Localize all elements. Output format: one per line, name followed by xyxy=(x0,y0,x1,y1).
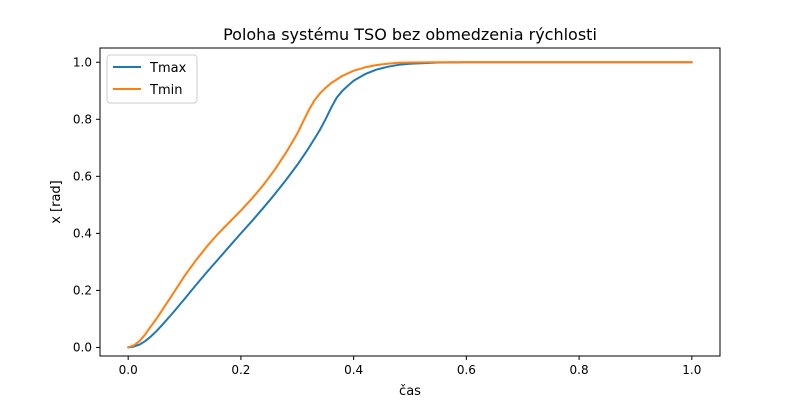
plot-area xyxy=(127,61,693,349)
chart-title: Poloha systému TSO bez obmedzenia rýchlo… xyxy=(223,25,597,44)
x-axis-label: čas xyxy=(399,384,421,399)
x-tick-label: 0.0 xyxy=(119,363,138,377)
y-tick-label: 0.2 xyxy=(73,283,92,297)
legend-label-tmax: Tmax xyxy=(149,61,187,76)
x-tick-label: 1.0 xyxy=(682,363,701,377)
y-tick-label: 0.8 xyxy=(73,112,92,126)
axis-ticks: 0.0 0.2 0.4 0.6 0.8 1.0 0.0 0.2 0.4 0.6 0.8 1.0 xyxy=(73,55,701,377)
y-tick-label: 0.4 xyxy=(73,226,92,240)
legend-label-tmin: Tmin xyxy=(149,83,182,98)
y-tick-label: 0.6 xyxy=(73,169,92,183)
x-tick-label: 0.8 xyxy=(570,363,589,377)
y-tick-label: 1.0 xyxy=(73,55,92,69)
y-axis-label: x [rad] xyxy=(49,180,64,224)
x-tick-label: 0.6 xyxy=(457,363,476,377)
x-tick-label: 0.2 xyxy=(231,363,250,377)
x-tick-label: 0.4 xyxy=(344,363,363,377)
series-line-tmax xyxy=(127,61,693,349)
axes-frame xyxy=(99,47,721,357)
y-tick-label: 0.0 xyxy=(73,340,92,354)
legend: Tmax Tmin xyxy=(106,54,198,104)
series-line-tmin xyxy=(127,61,693,349)
